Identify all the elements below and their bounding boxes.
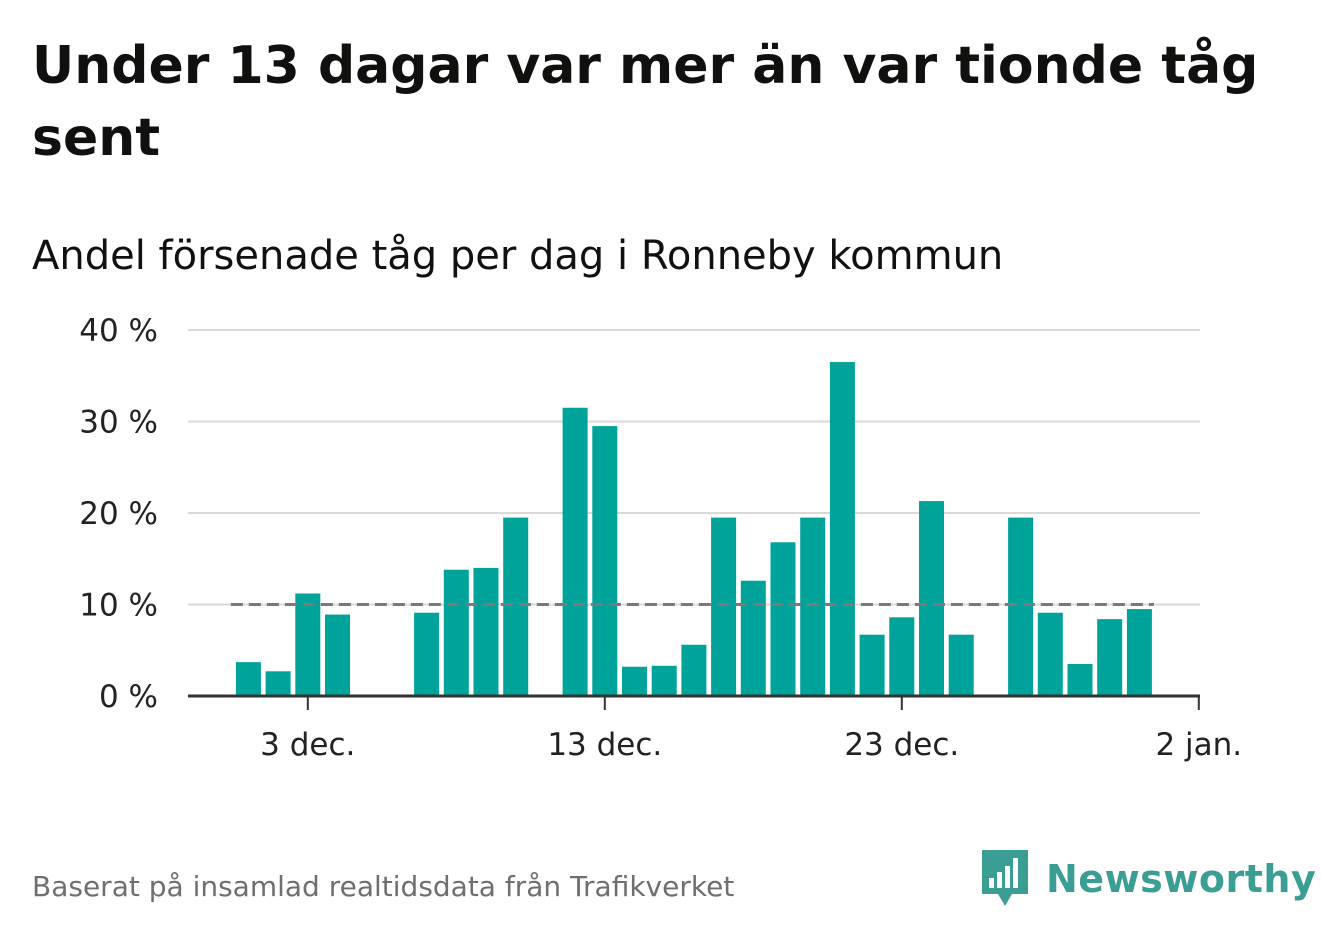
bar [1097, 619, 1123, 696]
x-tick-label: 3 dec. [260, 727, 355, 763]
y-tick-label: 20 % [79, 496, 158, 532]
newsworthy-logo-icon [982, 850, 1028, 906]
bar-chart: 0 % 10 % 20 % 30 % 40 % 3 dec. 13 dec. 23 dec. 2… [79, 313, 1242, 763]
bar [889, 617, 915, 696]
bar [829, 362, 855, 696]
bar [948, 634, 974, 696]
newsworthy-logo: Newsworthy [980, 848, 1316, 910]
bar [295, 593, 321, 696]
bar [681, 644, 707, 696]
x-tick-label: 23 dec. [844, 727, 959, 763]
bar [1037, 612, 1063, 696]
bar [919, 501, 944, 696]
bar [1008, 517, 1034, 696]
chart-title: Under 13 dagar var mer än var tionde tåg… [32, 36, 1259, 168]
bar [1067, 663, 1093, 696]
bar [770, 542, 796, 696]
bar [800, 517, 826, 696]
bar [414, 612, 440, 696]
bar [325, 614, 350, 696]
source-note: Baserat på insamlad realtidsdata från Tr… [32, 870, 735, 903]
bar [443, 569, 469, 696]
y-tick-label: 10 % [79, 588, 158, 624]
bar [562, 407, 588, 696]
x-tick-label: 2 jan. [1155, 727, 1242, 763]
y-tick-label: 40 % [79, 313, 158, 349]
bar [622, 666, 647, 696]
y-tick-label: 30 % [79, 405, 158, 441]
bar [503, 517, 529, 696]
bar [740, 580, 766, 696]
bar [235, 662, 261, 696]
bar [859, 634, 885, 696]
bar [265, 671, 291, 696]
bar [651, 665, 677, 696]
x-tick-label: 13 dec. [547, 727, 662, 763]
bar [473, 567, 499, 696]
chart-subtitle: Andel försenade tåg per dag i Ronneby ko… [32, 233, 1004, 279]
brand-name: Newsworthy [1046, 857, 1317, 901]
bar [1126, 609, 1152, 696]
y-tick-label: 0 % [99, 679, 158, 715]
bar [592, 426, 618, 696]
bar [711, 517, 737, 696]
